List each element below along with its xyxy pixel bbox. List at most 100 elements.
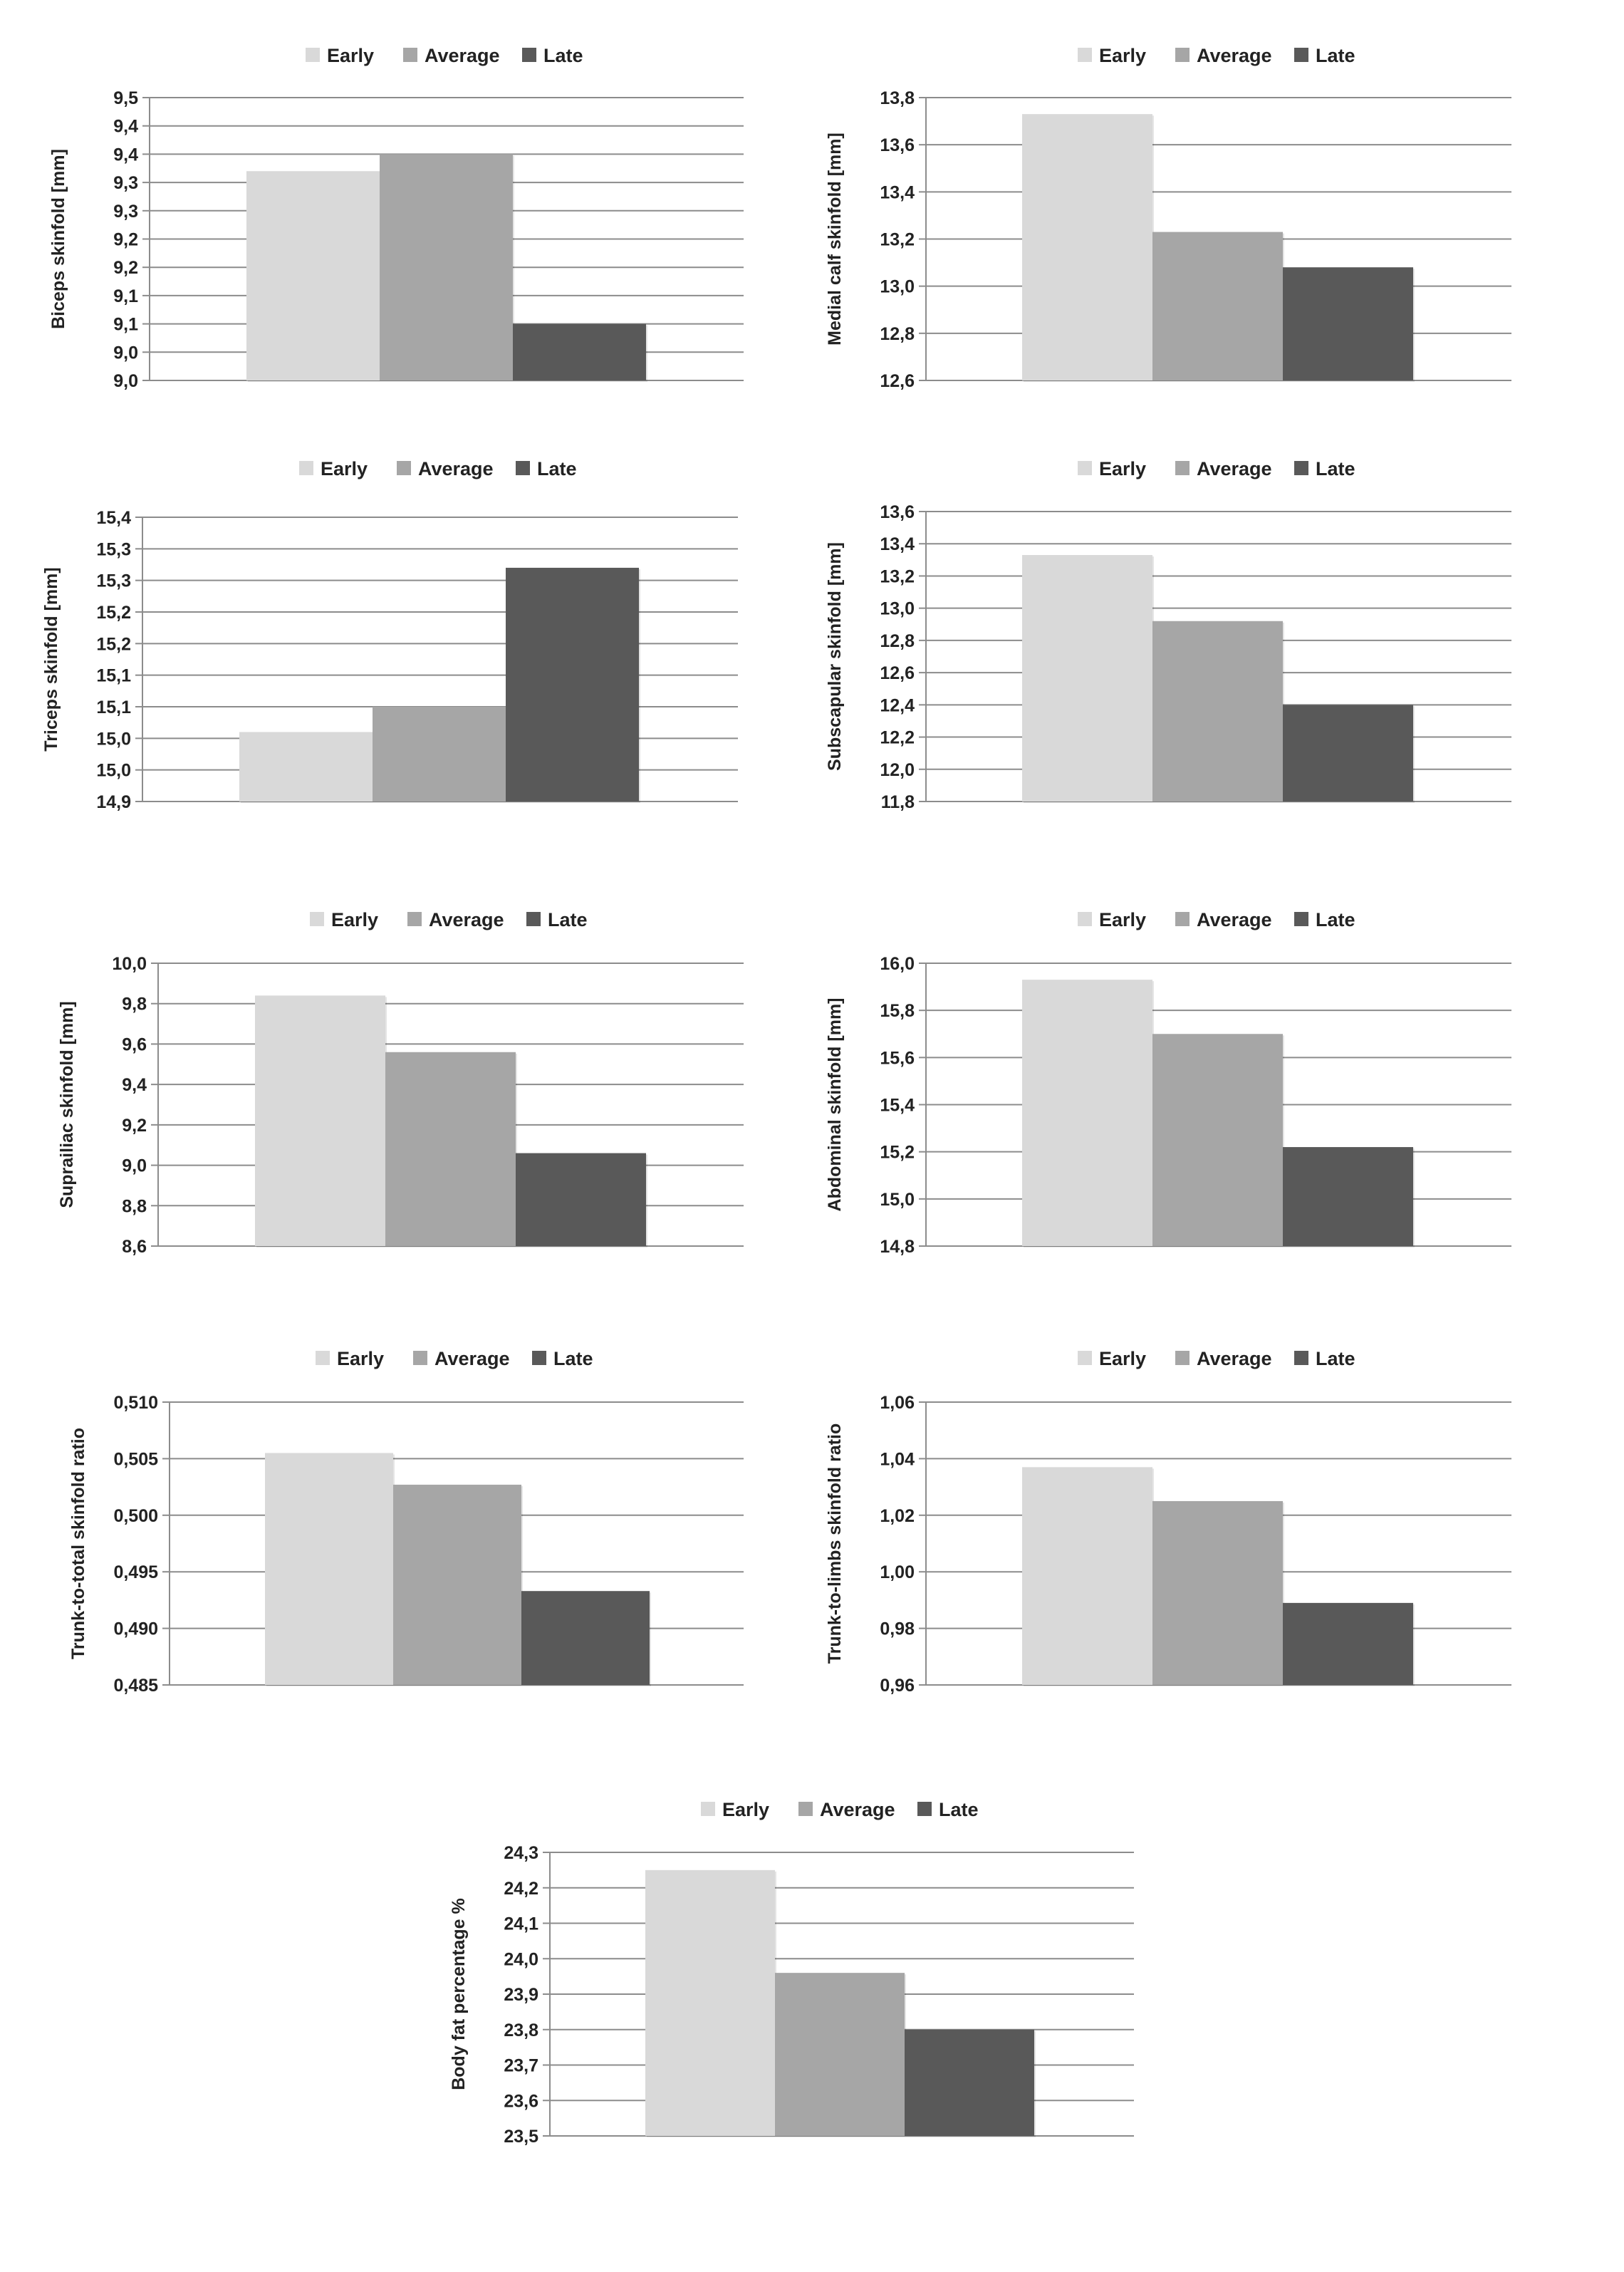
- y-tick-label: 1,06: [880, 1393, 915, 1413]
- y-tick-label: 12,2: [880, 728, 915, 748]
- legend-swatch-late: [1294, 461, 1308, 475]
- legend: Early Average Late: [299, 458, 577, 479]
- y-tick-label: 12,4: [880, 695, 915, 715]
- y-tick-label: 13,2: [880, 566, 915, 586]
- bar-average: [1152, 232, 1283, 380]
- legend-swatch-late: [532, 1351, 546, 1365]
- legend-swatch-late: [516, 461, 530, 475]
- y-tick-label: 12,8: [880, 324, 915, 344]
- legend-swatch-average: [1175, 912, 1190, 926]
- legend-label-late: Late: [1316, 458, 1355, 479]
- y-tick-label: 0,98: [880, 1619, 915, 1639]
- y-tick-label: 9,4: [122, 1075, 147, 1095]
- legend: Early Average Late: [1078, 1348, 1355, 1369]
- legend: Early Average Late: [310, 909, 588, 930]
- y-tick-label: 9,3: [113, 173, 138, 193]
- legend-swatch-average: [407, 912, 422, 926]
- bar-early: [1022, 555, 1152, 802]
- legend: Early Average Late: [1078, 909, 1355, 930]
- y-tick-label: 24,1: [504, 1914, 538, 1934]
- legend-label-average: Average: [418, 458, 494, 479]
- legend-label-early: Early: [331, 909, 378, 930]
- y-axis-title: Medial calf skinfold [mm]: [825, 133, 845, 346]
- bar-late: [516, 1153, 646, 1246]
- legend-label-average: Average: [1197, 45, 1272, 66]
- legend-label-early: Early: [1099, 1348, 1146, 1369]
- legend: Early Average Late: [701, 1799, 979, 1820]
- legend-swatch-early: [701, 1802, 715, 1816]
- chart-panel-2: 13,8 13,6 13,4 13,2 13,0 12,8 12,6 Medial calf …: [825, 45, 1511, 391]
- legend-swatch-late: [917, 1802, 932, 1816]
- y-tick-label: 13,6: [880, 502, 915, 522]
- y-tick-label: 13,0: [880, 599, 915, 619]
- y-tick-label: 9,4: [113, 117, 138, 137]
- y-tick-label: 15,3: [96, 571, 131, 591]
- y-tick-label: 15,0: [96, 761, 131, 781]
- legend: Early Average Late: [306, 45, 583, 66]
- legend-label-early: Early: [1099, 45, 1146, 66]
- legend-swatch-early: [299, 461, 313, 475]
- chart-panel-9: 24,3 24,2 24,1 24,0 23,9 23,8 23,7 23,6 23,5 Body…: [449, 1799, 1134, 2147]
- y-tick-label: 9,2: [122, 1116, 147, 1136]
- y-tick-label: 9,0: [113, 371, 138, 391]
- legend-swatch-average: [1175, 461, 1190, 475]
- legend-swatch-early: [316, 1351, 330, 1365]
- y-tick-label: 9,0: [113, 343, 138, 363]
- legend-label-late: Late: [1316, 45, 1355, 66]
- y-tick-label: 0,495: [113, 1562, 158, 1582]
- y-tick-label: 13,6: [880, 135, 915, 155]
- legend-swatch-average: [798, 1802, 813, 1816]
- y-tick-label: 24,3: [504, 1843, 538, 1863]
- y-tick-label: 12,6: [880, 663, 915, 683]
- y-axis-title: Biceps skinfold [mm]: [48, 149, 68, 329]
- chart-panel-3: 15,4 15,3 15,3 15,2 15,2 15,1 15,1 15,0 15,0 14,9…: [41, 458, 738, 812]
- y-tick-label: 16,0: [880, 954, 915, 974]
- bar-early: [239, 732, 373, 802]
- legend-swatch-late: [526, 912, 541, 926]
- y-tick-label: 8,8: [122, 1196, 147, 1216]
- legend-label-early: Early: [1099, 458, 1146, 479]
- chart-panel-1: 9,5 9,4 9,4 9,3 9,3 9,2 9,2 9,1 9,1 9,0 9,0 Biceps …: [48, 45, 744, 391]
- legend-swatch-late: [522, 48, 536, 62]
- y-axis-title: Trunk-to-total skinfold ratio: [68, 1428, 88, 1659]
- y-axis-title: Body fat percentage %: [449, 1898, 469, 2090]
- bar-early: [255, 995, 385, 1246]
- y-tick-label: 15,0: [96, 729, 131, 749]
- y-tick-label: 15,2: [880, 1143, 915, 1163]
- legend-label-late: Late: [939, 1799, 979, 1820]
- legend-label-late: Late: [543, 45, 583, 66]
- bar-early: [1022, 114, 1152, 381]
- legend-swatch-average: [413, 1351, 427, 1365]
- legend-label-average: Average: [434, 1348, 510, 1369]
- y-tick-label: 15,0: [880, 1190, 915, 1210]
- y-tick-label: 13,4: [880, 182, 915, 202]
- legend-swatch-early: [1078, 912, 1092, 926]
- bar-average: [1152, 1034, 1283, 1246]
- y-tick-label: 9,2: [113, 230, 138, 250]
- legend-swatch-early: [310, 912, 324, 926]
- legend-swatch-early: [1078, 461, 1092, 475]
- y-tick-label: 1,00: [880, 1562, 915, 1582]
- bar-average: [775, 1973, 905, 2136]
- y-tick-label: 23,9: [504, 1985, 538, 2005]
- y-tick-label: 12,8: [880, 631, 915, 651]
- legend-label-average: Average: [1197, 458, 1272, 479]
- legend-label-early: Early: [321, 458, 368, 479]
- legend-label-late: Late: [1316, 1348, 1355, 1369]
- y-tick-label: 0,490: [113, 1619, 158, 1639]
- legend-label-early: Early: [1099, 909, 1146, 930]
- y-tick-label: 0,96: [880, 1676, 915, 1696]
- y-axis-title: Suprailiac skinfold [mm]: [57, 1001, 77, 1208]
- bar-early: [246, 171, 380, 380]
- legend-swatch-early: [1078, 1351, 1092, 1365]
- legend-swatch-average: [1175, 48, 1190, 62]
- bar-early: [265, 1453, 393, 1685]
- legend: Early Average Late: [1078, 45, 1355, 66]
- y-tick-label: 9,4: [113, 145, 138, 165]
- y-tick-label: 23,7: [504, 2056, 538, 2076]
- bar-late: [521, 1591, 650, 1685]
- bar-late: [1283, 1147, 1413, 1246]
- y-tick-label: 8,6: [122, 1237, 147, 1257]
- y-tick-label: 12,6: [880, 371, 915, 391]
